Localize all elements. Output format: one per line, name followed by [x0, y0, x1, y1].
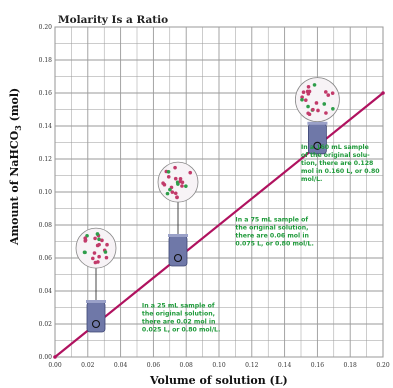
- y-tick-label: 0.00: [39, 354, 53, 361]
- particle: [104, 250, 108, 254]
- y-tick-label: 0.06: [39, 255, 53, 262]
- sample-note-line: mol in 0.160 L, or 0.80: [301, 168, 380, 175]
- particle: [315, 101, 319, 105]
- sample-note: In a 25 mL sample of the original solutio…: [142, 303, 220, 334]
- particle: [97, 243, 101, 247]
- particle: [308, 112, 312, 116]
- particle: [175, 196, 179, 200]
- particle: [173, 166, 177, 170]
- x-tick-label: 0.04: [114, 362, 128, 369]
- x-axis: 0.00 0.02 0.04 0.06 0.08 0.10 0.12 0.14 0.16 0.18…: [48, 362, 390, 369]
- x-tick-label: 0.18: [344, 362, 358, 369]
- y-tick-label: 0.04: [39, 288, 53, 295]
- sample-note-line: there are 0.02 mol in: [142, 319, 215, 326]
- sample-note-line: the original solution,: [142, 311, 215, 318]
- particle: [97, 255, 101, 259]
- data-point: [381, 91, 385, 95]
- y-tick-label: 0.10: [39, 189, 53, 196]
- sample-note-line: In a 160 mL sample: [301, 144, 369, 151]
- sample-note-line: In a 25 mL sample of: [142, 303, 215, 310]
- particle: [188, 171, 192, 175]
- y-axis-label: Amount of NaHCO3 (mol): [8, 88, 23, 246]
- particle: [302, 90, 306, 94]
- y-tick-label: 0.02: [39, 321, 53, 328]
- beaker-rim: [168, 234, 188, 237]
- y-tick-label: 0.18: [39, 57, 53, 64]
- sample-note-line: 0.025 L, or 0.80 mol/L.: [142, 327, 220, 334]
- sample-note-line: tion, there are 0.128: [301, 160, 373, 167]
- x-tick-label: 0.12: [245, 362, 259, 369]
- chart-title: Molarity Is a Ratio: [58, 14, 168, 26]
- x-tick-label: 0.16: [311, 362, 325, 369]
- particle: [93, 251, 97, 255]
- particle: [84, 238, 88, 242]
- y-tick-label: 0.12: [39, 156, 53, 163]
- particle: [307, 92, 311, 96]
- sample-note-line: of the original solu-: [301, 152, 370, 159]
- particle: [94, 261, 98, 265]
- particle: [174, 192, 178, 196]
- particle: [331, 91, 335, 95]
- x-tick-label: 0.00: [48, 362, 62, 369]
- particle: [93, 237, 97, 241]
- y-axis: 0.00 0.02 0.04 0.06 0.08 0.10 0.12 0.14 0.16 0.18…: [39, 24, 53, 361]
- sample-note-line: there are 0.06 mol in: [235, 233, 308, 240]
- x-tick-label: 0.14: [278, 362, 292, 369]
- particle: [180, 184, 184, 188]
- particle: [306, 105, 310, 109]
- particle: [324, 111, 328, 115]
- particle: [171, 190, 175, 194]
- particle: [316, 109, 320, 113]
- sample-note-line: 0.075 L, or 0.80 mol/L.: [235, 241, 313, 248]
- particle: [96, 232, 100, 236]
- x-tick-label: 0.08: [180, 362, 194, 369]
- particle: [304, 98, 308, 102]
- particle: [167, 170, 171, 174]
- particle: [311, 108, 315, 112]
- sample-note-line: mol/L.: [301, 176, 322, 183]
- particle: [167, 175, 171, 179]
- particle: [326, 93, 330, 97]
- x-axis-label: Volume of solution (L): [149, 374, 288, 387]
- beaker-rim: [307, 122, 327, 125]
- x-tick-label: 0.20: [376, 362, 390, 369]
- particle: [105, 256, 109, 260]
- particle: [166, 192, 170, 196]
- y-axis-label-main: Amount of NaHCO: [8, 130, 21, 246]
- data-point: [53, 355, 57, 359]
- sample-note-line: the original solution,: [235, 225, 308, 232]
- particle: [174, 177, 178, 181]
- x-tick-label: 0.02: [81, 362, 95, 369]
- particle: [184, 184, 188, 188]
- sample-note: In a 75 mL sample of the original solutio…: [235, 217, 313, 248]
- particle: [91, 257, 95, 261]
- y-axis-label-unit: (mol): [8, 88, 21, 125]
- beaker-rim: [86, 300, 106, 303]
- particle: [324, 90, 328, 94]
- particle: [83, 251, 87, 255]
- x-tick-label: 0.10: [212, 362, 226, 369]
- x-tick-label: 0.06: [147, 362, 161, 369]
- particle: [163, 183, 167, 187]
- particle: [179, 180, 183, 184]
- y-tick-label: 0.16: [39, 90, 53, 97]
- sample-note-line: In a 75 mL sample of: [235, 217, 308, 224]
- particle: [313, 83, 317, 87]
- particle: [105, 243, 109, 247]
- y-tick-label: 0.08: [39, 222, 53, 229]
- particle: [300, 98, 304, 102]
- y-tick-label: 0.14: [39, 123, 53, 130]
- particle: [322, 102, 326, 106]
- particle: [307, 85, 311, 89]
- y-tick-label: 0.20: [39, 24, 53, 31]
- particle: [100, 239, 104, 243]
- particle: [331, 107, 335, 111]
